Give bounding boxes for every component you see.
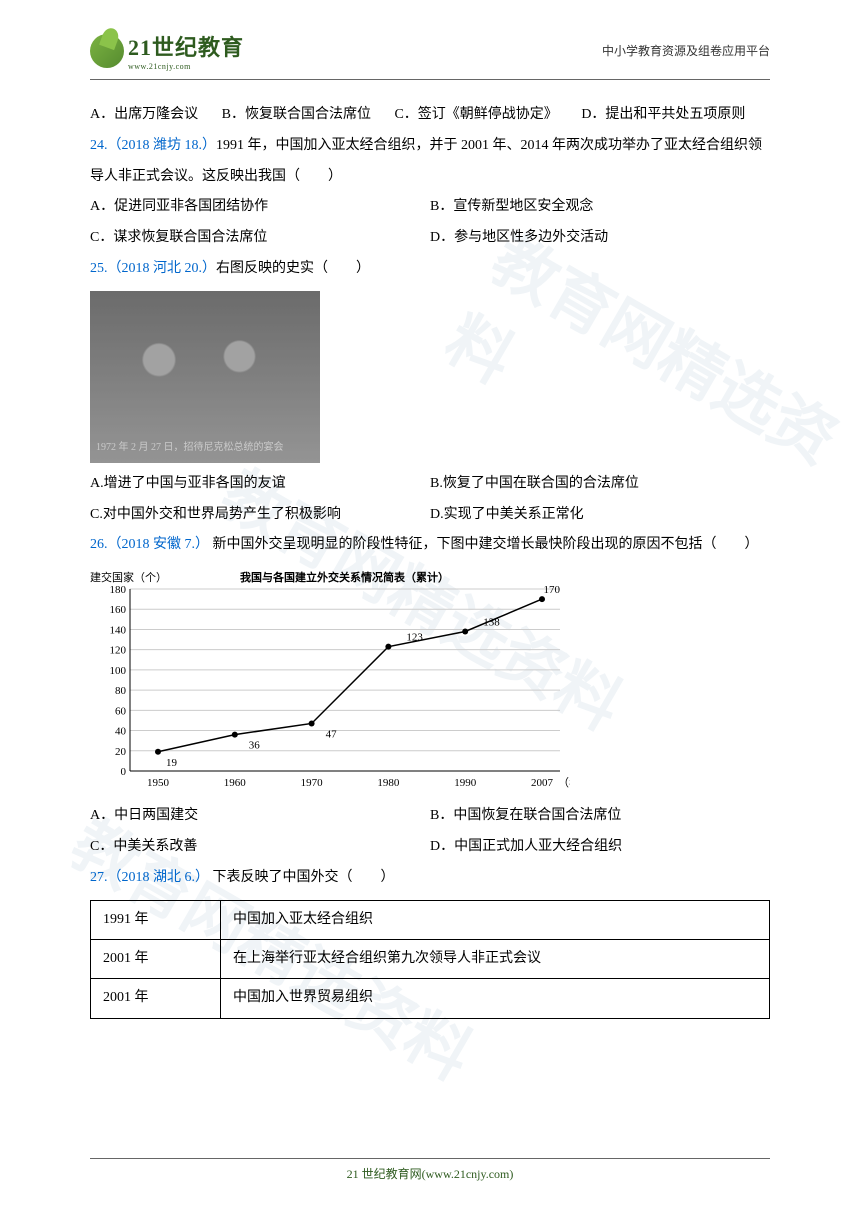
logo: 21世纪教育 www.21cnjy.com [90,30,244,71]
svg-text:120: 120 [110,645,127,657]
svg-text:1950: 1950 [147,777,170,789]
table-cell: 2001 年 [91,939,221,978]
option-c: C．谋求恢复联合国合法席位 [90,223,430,254]
logo-title: 21世纪教育 [128,30,244,62]
option-a: A．中日两国建交 [90,801,430,832]
table-cell: 2001 年 [91,979,221,1018]
svg-text:1990: 1990 [454,777,477,789]
table-cell: 在上海举行亚太经合组织第九次领导人非正式会议 [221,939,770,978]
footer-text: 21 世纪教育网(www.21cnjy.com) [0,1165,860,1182]
logo-url: www.21cnjy.com [128,62,244,71]
chart-svg: 建交国家（个） 我国与各国建立外交关系情况简表（累计） 0 20 40 60 80 100 12… [90,567,570,797]
question-stem: 右图反映的史实（ ） [216,261,370,276]
option-c: C．中美关系改善 [90,832,430,863]
table-row: 2001 年中国加入世界贸易组织 [91,979,770,1018]
option-d: D.实现了中美关系正常化 [430,500,770,531]
q23-options: A．出席万隆会议 B．恢复联合国合法席位 C．签订《朝鲜停战协定》 D．提出和平… [90,100,770,131]
option-a: A.增进了中国与亚非各国的友谊 [90,469,430,500]
option-a: A．出席万隆会议 [90,100,198,131]
svg-text:19: 19 [166,757,178,769]
svg-text:1960: 1960 [224,777,247,789]
question-ref: 24.（2018 潍坊 18.） [90,138,216,153]
option-d: D．参与地区性多边外交活动 [430,223,770,254]
q27: 27.（2018 湖北 6.） 下表反映了中国外交（ ） [90,863,770,894]
runner-icon [90,34,124,68]
document-body: A．出席万隆会议 B．恢复联合国合法席位 C．签订《朝鲜停战协定》 D．提出和平… [0,80,860,1019]
option-c: C．签订《朝鲜停战协定》 [394,100,557,131]
question-ref: 25.（2018 河北 20.） [90,261,216,276]
svg-text:20: 20 [115,746,127,758]
option-d: D．中国正式加人亚大经合组织 [430,832,770,863]
header-subtitle: 中小学教育资源及组卷应用平台 [602,42,770,59]
svg-text:180: 180 [110,584,127,596]
option-d: D．提出和平共处五项原则 [581,100,745,131]
table-row: 1991 年中国加入亚太经合组织 [91,900,770,939]
option-b: B.恢复了中国在联合国的合法席位 [430,469,770,500]
svg-text:138: 138 [483,617,500,629]
q26-options-row2: C．中美关系改善 D．中国正式加人亚大经合组织 [90,832,770,863]
q25: 25.（2018 河北 20.）右图反映的史实（ ） [90,254,770,285]
q26-options-row1: A．中日两国建交 B．中国恢复在联合国合法席位 [90,801,770,832]
svg-text:140: 140 [110,625,127,637]
photo-nixon-banquet: 1972 年 2 月 27 日，招待尼克松总统的宴会 [90,291,320,463]
question-stem: 下表反映了中国外交（ ） [209,870,395,885]
svg-text:2007: 2007 [531,777,554,789]
svg-text:（年）: （年） [558,775,570,789]
diplomacy-line-chart: 建交国家（个） 我国与各国建立外交关系情况简表（累计） 0 20 40 60 80 100 12… [90,567,570,797]
option-b: B．恢复联合国合法席位 [222,100,371,131]
diplomacy-table: 1991 年中国加入亚太经合组织2001 年在上海举行亚太经合组织第九次领导人非… [90,900,770,1019]
svg-text:40: 40 [115,726,127,738]
svg-text:60: 60 [115,706,127,718]
svg-text:建交国家（个）: 建交国家（个） [90,570,167,584]
table-cell: 中国加入世界贸易组织 [221,979,770,1018]
svg-text:100: 100 [110,665,127,677]
option-a: A．促进同亚非各国团结协作 [90,192,430,223]
question-ref: 27.（2018 湖北 6.） [90,870,209,885]
svg-text:80: 80 [115,685,127,697]
q25-options-row1: A.增进了中国与亚非各国的友谊 B.恢复了中国在联合国的合法席位 [90,469,770,500]
q24: 24.（2018 潍坊 18.）1991 年，中国加入亚太经合组织，并于 200… [90,131,770,193]
svg-text:123: 123 [406,632,423,644]
option-b: B．宣传新型地区安全观念 [430,192,770,223]
q24-options-row2: C．谋求恢复联合国合法席位 D．参与地区性多边外交活动 [90,223,770,254]
q26: 26.（2018 安徽 7.） 新中国外交呈现明显的阶段性特征，下图中建交增长最… [90,530,770,561]
svg-text:1980: 1980 [377,777,400,789]
svg-text:1970: 1970 [301,777,324,789]
svg-text:36: 36 [249,740,260,752]
table-row: 2001 年在上海举行亚太经合组织第九次领导人非正式会议 [91,939,770,978]
q24-options-row1: A．促进同亚非各国团结协作 B．宣传新型地区安全观念 [90,192,770,223]
svg-text:160: 160 [110,604,127,616]
option-b: B．中国恢复在联合国合法席位 [430,801,770,832]
svg-text:170: 170 [544,584,561,596]
option-c: C.对中国外交和世界局势产生了积极影响 [90,500,430,531]
q25-options-row2: C.对中国外交和世界局势产生了积极影响 D.实现了中美关系正常化 [90,500,770,531]
question-stem: 新中国外交呈现明显的阶段性特征，下图中建交增长最快阶段出现的原因不包括（ ） [209,537,759,552]
footer-divider [90,1158,770,1159]
photo-caption: 1972 年 2 月 27 日，招待尼克松总统的宴会 [96,437,284,459]
svg-text:我国与各国建立外交关系情况简表（累计）: 我国与各国建立外交关系情况简表（累计） [240,570,449,584]
svg-text:47: 47 [326,729,338,741]
page-header: 21世纪教育 www.21cnjy.com 中小学教育资源及组卷应用平台 [0,0,860,79]
table-cell: 中国加入亚太经合组织 [221,900,770,939]
question-ref: 26.（2018 安徽 7.） [90,537,209,552]
svg-text:0: 0 [121,766,127,778]
page-footer: 21 世纪教育网(www.21cnjy.com) [0,1158,860,1182]
table-cell: 1991 年 [91,900,221,939]
